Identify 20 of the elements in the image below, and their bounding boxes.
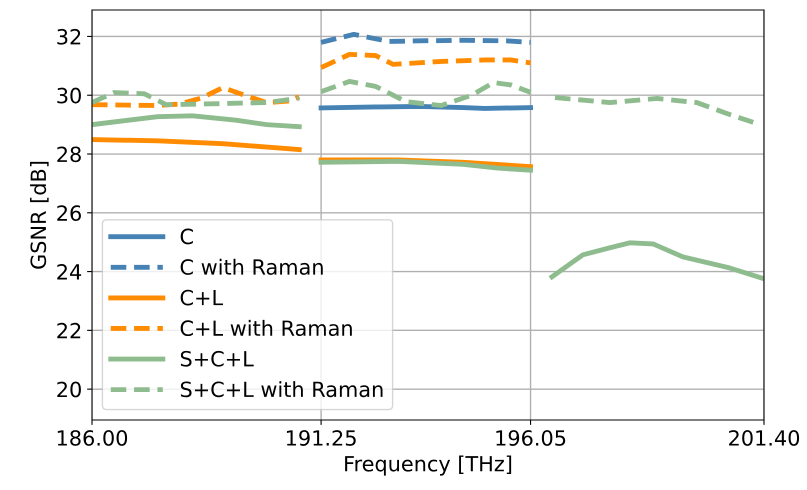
legend-label: S+C+L xyxy=(180,350,254,367)
legend-label: C+L xyxy=(180,290,223,306)
legend-label: C xyxy=(180,228,193,244)
y-tick-label: 30 xyxy=(57,88,81,104)
y-tick-label: 32 xyxy=(57,28,80,45)
y-tick-label: 20 xyxy=(57,382,81,398)
y-axis-title: GSNR [dB] xyxy=(30,162,49,269)
x-tick-label: 201.40 xyxy=(729,430,800,446)
x-tick-label: 196.05 xyxy=(496,430,566,446)
x-tick-label: 191.25 xyxy=(286,430,356,446)
x-tick-label: 186.00 xyxy=(58,430,128,446)
line-series xyxy=(318,32,533,45)
legend-label: S+C+L with Raman xyxy=(180,381,383,398)
y-tick-label: 24 xyxy=(57,264,82,280)
legend-label: C with Raman xyxy=(180,258,323,275)
y-tick-label: 28 xyxy=(57,146,81,162)
legend-label: C+L with Raman xyxy=(180,320,352,336)
y-tick-label: 26 xyxy=(57,205,81,222)
x-axis-title: Frequency [THz] xyxy=(345,455,512,476)
y-tick-label: 22 xyxy=(57,322,80,338)
